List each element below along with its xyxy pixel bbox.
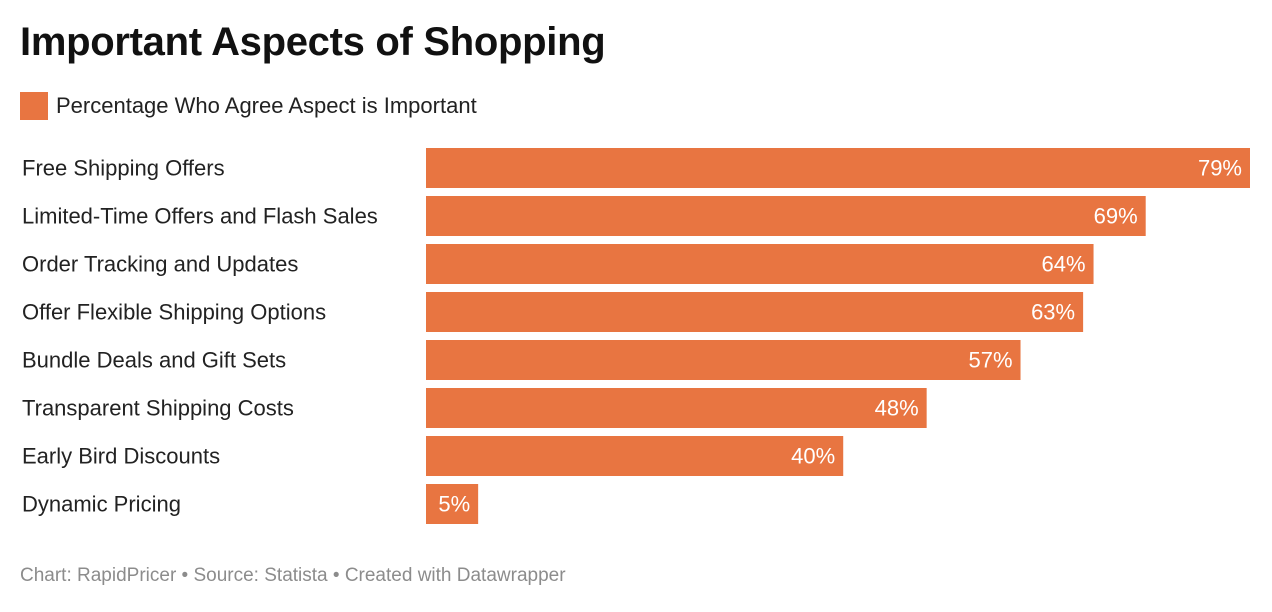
bar <box>426 436 844 476</box>
value-label: 57% <box>968 348 1012 373</box>
value-label: 64% <box>1041 252 1085 277</box>
value-label: 63% <box>1031 300 1075 325</box>
bar <box>426 340 1021 380</box>
bar <box>426 244 1094 284</box>
value-label: 5% <box>438 492 470 517</box>
category-label: Dynamic Pricing <box>22 492 181 517</box>
legend-swatch <box>20 92 48 120</box>
chart-footer: Chart: RapidPricer • Source: Statista • … <box>20 565 566 586</box>
bar <box>426 196 1146 236</box>
bar <box>426 148 1250 188</box>
category-label: Transparent Shipping Costs <box>22 396 294 421</box>
chart-legend: Percentage Who Agree Aspect is Important <box>20 92 477 120</box>
category-label: Free Shipping Offers <box>22 156 225 181</box>
chart-title: Important Aspects of Shopping <box>20 20 606 64</box>
category-label: Limited-Time Offers and Flash Sales <box>22 204 378 229</box>
value-label: 79% <box>1198 156 1242 181</box>
bar <box>426 388 927 428</box>
category-label: Order Tracking and Updates <box>22 252 298 277</box>
value-label: 40% <box>791 444 835 469</box>
category-label: Early Bird Discounts <box>22 444 220 469</box>
value-label: 69% <box>1094 204 1138 229</box>
bar <box>426 292 1084 332</box>
legend-label: Percentage Who Agree Aspect is Important <box>56 93 477 118</box>
value-label: 48% <box>875 396 919 421</box>
bar <box>426 484 479 524</box>
category-label: Bundle Deals and Gift Sets <box>22 348 286 373</box>
category-label: Offer Flexible Shipping Options <box>22 300 326 325</box>
